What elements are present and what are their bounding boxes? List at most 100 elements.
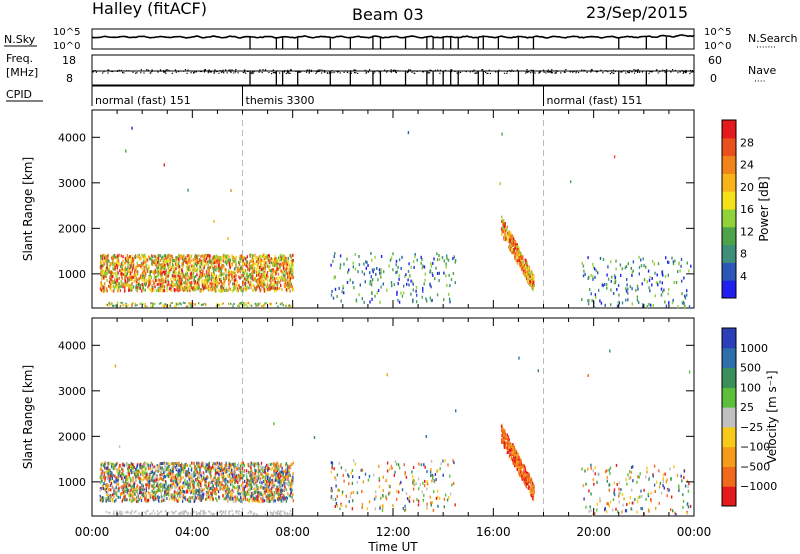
data-cell	[380, 268, 382, 272]
data-cell	[158, 468, 160, 472]
data-cell	[181, 287, 184, 291]
data-cell	[257, 266, 259, 270]
data-cell	[222, 286, 225, 290]
data-cell	[286, 471, 288, 475]
data-cell	[124, 261, 126, 265]
freq-point	[390, 69, 392, 71]
data-cell	[258, 474, 261, 478]
data-cell	[120, 254, 122, 258]
data-cell	[280, 499, 282, 503]
freq-point	[365, 71, 368, 73]
data-cell	[122, 272, 124, 276]
data-cell	[525, 276, 528, 280]
data-cell	[438, 258, 441, 261]
data-cell	[240, 288, 242, 292]
data-cell	[141, 282, 143, 286]
data-cell	[152, 279, 154, 283]
data-cell	[202, 471, 205, 475]
data-cell	[211, 276, 213, 280]
data-cell	[253, 271, 255, 275]
data-cell	[386, 288, 388, 292]
data-cell	[248, 483, 250, 487]
freq-point	[373, 72, 375, 74]
data-cell	[259, 480, 261, 484]
data-cell	[262, 497, 264, 501]
data-cell	[106, 483, 108, 487]
data-cell	[162, 478, 165, 482]
data-cell	[136, 288, 138, 291]
data-cell	[218, 473, 220, 476]
data-cell	[107, 496, 110, 499]
data-cell	[225, 497, 227, 501]
data-cell	[517, 259, 519, 263]
data-cell	[101, 270, 103, 274]
data-cell	[249, 281, 251, 285]
data-cell	[108, 280, 111, 284]
data-cell	[177, 481, 179, 485]
data-cell	[126, 471, 128, 475]
data-cell	[667, 287, 670, 291]
data-cell	[269, 259, 271, 263]
data-cell	[646, 305, 648, 309]
data-cell	[587, 299, 589, 303]
data-cell	[216, 260, 219, 263]
data-cell	[422, 264, 424, 268]
data-cell	[173, 495, 175, 499]
data-cell	[221, 487, 224, 491]
data-cell	[102, 286, 104, 290]
data-cell	[132, 463, 135, 467]
data-cell	[201, 284, 204, 288]
data-cell	[154, 494, 157, 498]
data-cell	[261, 264, 263, 268]
data-cell	[292, 479, 294, 482]
data-cell	[106, 271, 108, 275]
data-cell	[156, 484, 158, 488]
data-cell	[508, 235, 510, 238]
data-cell	[108, 266, 111, 270]
data-cell	[254, 256, 257, 260]
data-cell	[160, 485, 162, 489]
data-cell	[145, 279, 147, 282]
data-cell	[272, 275, 274, 279]
data-cell	[332, 296, 335, 300]
data-cell	[126, 283, 128, 287]
data-cell	[283, 283, 286, 287]
data-cell	[529, 280, 531, 284]
data-cell	[290, 272, 292, 276]
data-cell	[102, 464, 105, 468]
data-cell	[228, 282, 230, 286]
data-cell	[200, 255, 202, 258]
data-cell	[148, 267, 150, 270]
freq-point	[548, 71, 550, 73]
data-cell	[203, 492, 205, 496]
data-cell	[225, 461, 227, 465]
freq-point	[343, 71, 345, 73]
data-cell	[252, 259, 254, 263]
data-cell	[164, 265, 167, 269]
data-cell	[189, 261, 192, 265]
data-cell	[109, 484, 112, 487]
data-cell	[175, 280, 178, 284]
data-cell	[196, 461, 198, 465]
data-cell	[236, 280, 238, 284]
data-cell	[118, 472, 121, 476]
data-cell	[238, 284, 240, 287]
data-cell	[181, 262, 183, 266]
data-cell	[594, 267, 596, 271]
data-cell	[334, 252, 336, 255]
data-cell	[526, 274, 528, 278]
data-cell	[100, 259, 103, 263]
data-cell	[117, 471, 119, 475]
data-cell	[225, 258, 227, 262]
data-cell	[216, 465, 219, 469]
data-cell	[218, 278, 221, 281]
data-cell	[276, 286, 279, 290]
data-cell	[215, 477, 217, 481]
data-cell	[191, 287, 194, 291]
data-cell	[139, 274, 142, 278]
data-cell	[166, 274, 168, 278]
data-cell	[374, 255, 376, 259]
data-cell	[195, 283, 197, 287]
data-cell	[187, 281, 189, 285]
data-cell	[127, 264, 129, 267]
